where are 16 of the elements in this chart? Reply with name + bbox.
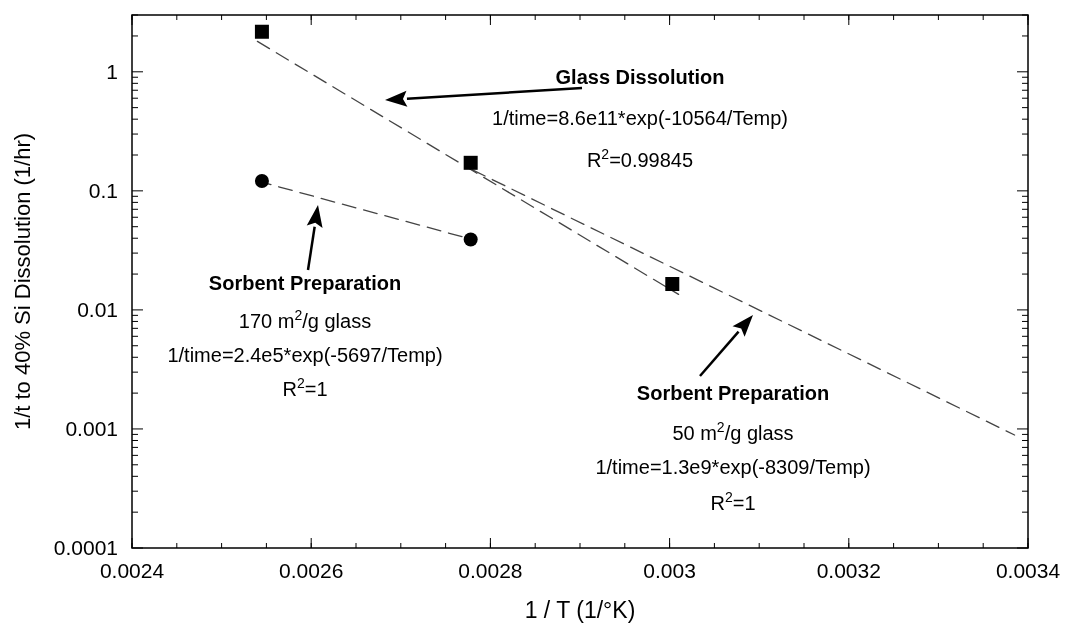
annotation: Sorbent Preparation 170 m$^{2}$/g glass 1/time=2.4e5*exp(-5697/Temp) R$^{2}$=1	[167, 272, 443, 400]
x-tick-label: 0.003	[643, 559, 696, 582]
y-tick-label: 1	[106, 60, 118, 84]
x-tick-label: 0.0024	[99, 559, 165, 582]
x-tick-label: 0.0032	[816, 559, 881, 582]
y-tick-label: 0.01	[77, 298, 118, 322]
y-axis-title: 1/t to 40% Si Dissolution (1/hr)	[10, 132, 35, 431]
annotation: Glass Dissolution 1/time=8.6e11*exp(-10564/Temp) R$^{2}$=0.99845	[492, 66, 788, 171]
annotation: Sorbent Preparation 50 m$^{2}$/g glass 1/time=1.3e9*exp(-8309/Temp) R$^{2}$=1	[595, 382, 871, 514]
x-tick-label: 0.0034	[995, 559, 1061, 582]
x-axis-title: 1 / T (1/°K)	[524, 597, 636, 623]
y-tick-label: 0.1	[88, 179, 118, 203]
y-tick-label: 0.0001	[53, 536, 118, 560]
y-tick-label: 0.001	[65, 417, 118, 441]
x-tick-label: 0.0026	[279, 559, 344, 582]
x-tick-label: 0.0028	[458, 559, 523, 582]
